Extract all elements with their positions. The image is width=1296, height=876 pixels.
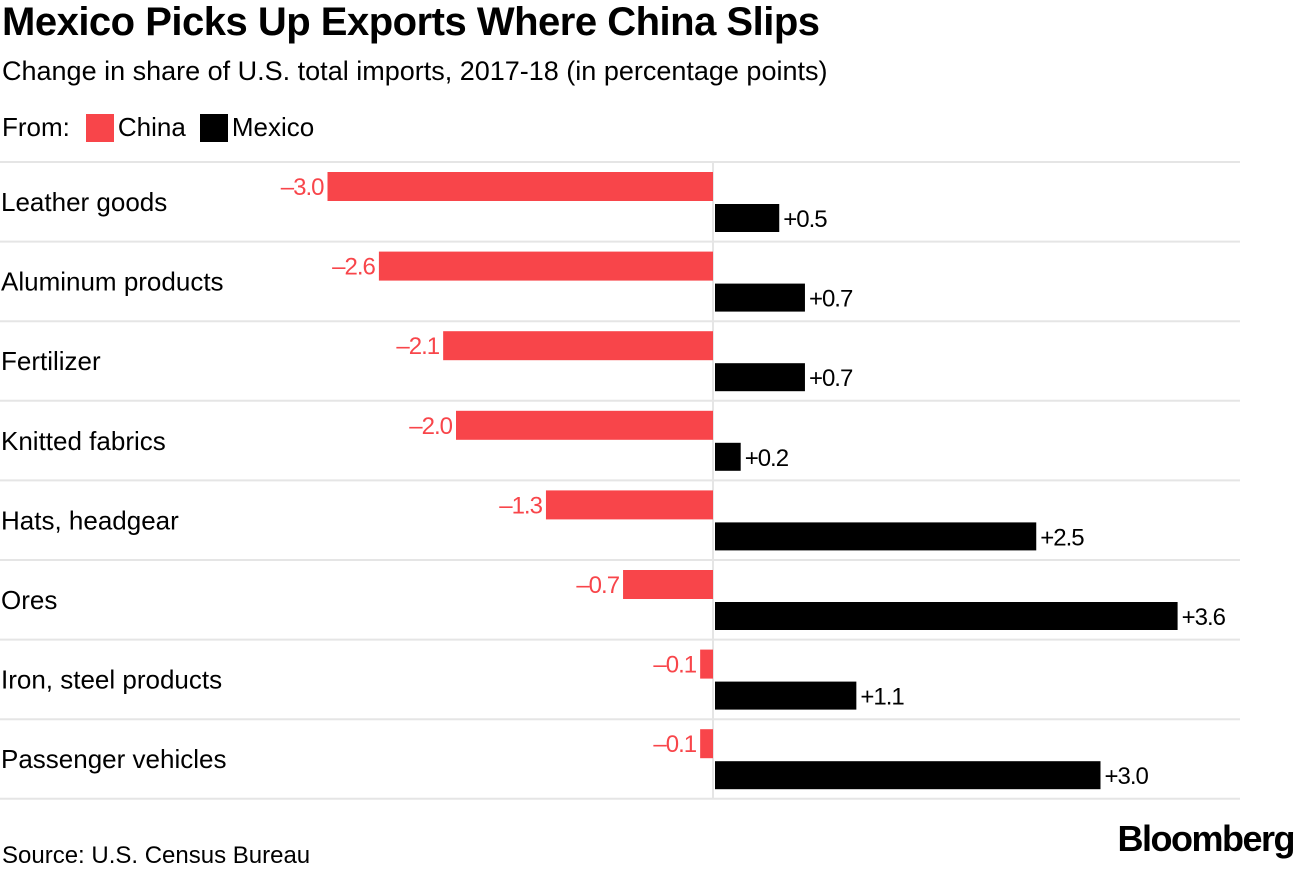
category-label: Aluminum products [1, 267, 224, 297]
category-label: Ores [1, 585, 57, 615]
mexico-value-label: +3.0 [1105, 763, 1149, 790]
mexico-bar [715, 283, 805, 312]
mexico-bar [715, 522, 1037, 551]
category-label: Passenger vehicles [1, 744, 226, 774]
category-label: Knitted fabrics [1, 426, 166, 456]
china-value-label: –2.6 [332, 254, 375, 281]
china-bar [700, 729, 713, 759]
legend-swatch-china [85, 113, 114, 142]
china-bar [378, 251, 713, 281]
legend-label-mexico: Mexico [231, 112, 315, 142]
mexico-value-label: +1.1 [860, 684, 904, 711]
mexico-bar [715, 681, 857, 710]
china-bar [327, 172, 713, 201]
china-bar [623, 570, 713, 599]
source-note: Source: U.S. Census Bureau [2, 842, 311, 869]
mexico-value-label: +0.7 [809, 365, 853, 392]
china-bar [545, 490, 713, 520]
legend-swatch-mexico [199, 113, 228, 142]
mexico-bar [715, 442, 741, 471]
legend-label-china: China [117, 112, 186, 142]
mexico-bar [715, 602, 1178, 630]
chart-subtitle: Change in share of U.S. total imports, 2… [2, 56, 828, 86]
china-value-label: –0.7 [576, 572, 619, 599]
china-bar [700, 649, 713, 679]
bar-chart: Leather goods –3.0 +0.5 Aluminum products –2… [0, 161, 1240, 800]
china-value-label: –3.0 [281, 174, 324, 201]
mexico-value-label: +3.6 [1182, 604, 1226, 631]
china-bar [443, 331, 713, 361]
mexico-bar [715, 204, 780, 232]
mexico-bar [715, 363, 805, 392]
china-value-label: –2.0 [409, 413, 452, 440]
bloomberg-logo: Bloomberg [1117, 818, 1295, 859]
china-bar [456, 410, 713, 440]
china-value-label: –1.3 [499, 492, 542, 519]
china-value-label: –0.1 [653, 652, 696, 679]
mexico-value-label: +2.5 [1040, 524, 1084, 551]
legend-prefix: From: [2, 112, 70, 142]
china-value-label: –2.1 [396, 333, 439, 360]
category-label: Hats, headgear [1, 505, 179, 535]
mexico-value-label: +0.7 [809, 286, 853, 313]
china-value-label: –0.1 [653, 731, 696, 758]
mexico-value-label: +0.5 [783, 206, 827, 233]
mexico-value-label: +0.2 [745, 445, 789, 472]
category-label: Iron, steel products [1, 665, 222, 695]
chart-title: Mexico Picks Up Exports Where China Slip… [2, 0, 820, 44]
category-label: Fertilizer [1, 346, 101, 376]
category-label: Leather goods [1, 187, 167, 217]
mexico-bar [715, 761, 1101, 790]
legend: From: China Mexico [2, 112, 314, 143]
